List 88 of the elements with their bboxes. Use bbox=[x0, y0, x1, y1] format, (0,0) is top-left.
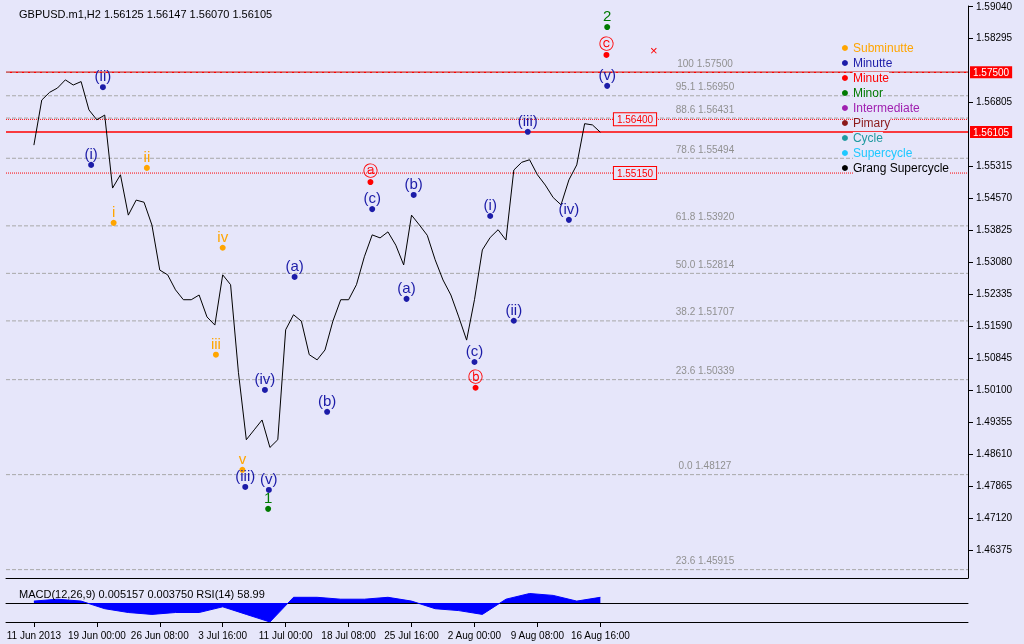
point bbox=[143, 164, 150, 171]
x-tick-label: 2 Aug 00:00 bbox=[447, 629, 502, 641]
data-label: (iv) bbox=[254, 369, 276, 387]
data-label: (iv) bbox=[558, 199, 580, 217]
y-tick-label: 1.56805 bbox=[976, 96, 1013, 108]
ref-line-label: 100 1.57500 bbox=[677, 57, 734, 69]
ref-line-label: 0.0 1.48127 bbox=[678, 460, 732, 472]
x-tick-label: 16 Aug 16:00 bbox=[570, 629, 631, 641]
y-tick-label: 1.55315 bbox=[976, 160, 1013, 172]
point bbox=[472, 384, 479, 391]
point bbox=[110, 219, 117, 226]
y-tick-label: 1.53080 bbox=[976, 256, 1013, 268]
legend-label: Pimary bbox=[852, 116, 891, 130]
point bbox=[212, 351, 219, 358]
ref-line-label: 1.56105 bbox=[973, 126, 1010, 138]
ref-line-label: 1.57500 bbox=[973, 66, 1010, 78]
y-tick-label: 1.46375 bbox=[976, 544, 1013, 556]
annotation: × bbox=[650, 43, 658, 58]
x-tick-label: 19 Jun 00:00 bbox=[67, 629, 127, 641]
ref-line-label: 50.0 1.52814 bbox=[675, 258, 735, 270]
data-label: (i) bbox=[483, 195, 497, 213]
y-tick-label: 1.51590 bbox=[976, 320, 1013, 332]
point bbox=[99, 84, 106, 91]
x-tick-label: 26 Jun 08:00 bbox=[130, 629, 190, 641]
ref-line-label: 61.8 1.53920 bbox=[675, 211, 735, 223]
y-tick-label: 1.52335 bbox=[976, 288, 1013, 300]
ref-line-label: 38.2 1.51707 bbox=[675, 306, 735, 318]
data-label: (v) bbox=[260, 469, 278, 487]
legend-label: Subminutte bbox=[852, 41, 914, 55]
data-label: ⓑ bbox=[468, 367, 484, 385]
x-tick-label: 3 Jul 16:00 bbox=[198, 629, 248, 641]
data-label: (a) bbox=[397, 278, 416, 296]
data-label: (b) bbox=[404, 174, 423, 192]
point bbox=[369, 206, 376, 213]
x-tick-label: 9 Aug 08:00 bbox=[510, 629, 565, 641]
data-label: (a) bbox=[285, 256, 304, 274]
legend-label: Minute bbox=[852, 71, 890, 85]
point bbox=[603, 51, 610, 58]
chart-title: MACD(12,26,9) 0.005157 0.003750 RSI(14) 58.99 bbox=[19, 587, 265, 600]
y-tick-label: 1.50100 bbox=[976, 384, 1013, 396]
y-tick-label: 1.59040 bbox=[976, 0, 1013, 12]
chart-title: GBPUSD.m1,H2 1.56125 1.56147 1.56070 1.56105 bbox=[19, 7, 273, 20]
y-tick-label: 1.47865 bbox=[976, 480, 1013, 492]
data-label: (c) bbox=[363, 189, 381, 207]
y-tick-label: 1.58295 bbox=[976, 32, 1013, 44]
data-label: iii bbox=[210, 334, 221, 352]
point bbox=[604, 24, 611, 31]
ref-line-label: 23.6 1.45915 bbox=[675, 555, 735, 567]
ref-line-label: 23.6 1.50339 bbox=[675, 365, 735, 377]
ref-line-label: 95.1 1.56950 bbox=[675, 81, 735, 93]
ref-line-label: 1.56400 bbox=[616, 113, 654, 125]
y-tick-label: 1.53825 bbox=[976, 224, 1013, 236]
legend-label: Intermediate bbox=[852, 101, 920, 115]
point bbox=[367, 179, 374, 186]
data-label: i bbox=[111, 202, 116, 220]
point bbox=[265, 505, 272, 512]
x-tick-label: 11 Jul 00:00 bbox=[258, 629, 313, 641]
x-tick-label: 18 Jul 08:00 bbox=[321, 629, 377, 641]
y-tick-label: 1.47120 bbox=[976, 512, 1013, 524]
data-label: (c) bbox=[465, 342, 484, 359]
data-label: (iii) bbox=[235, 466, 256, 484]
point bbox=[219, 244, 226, 251]
legend-label: Cycle bbox=[852, 131, 884, 145]
legend-label: Minutte bbox=[852, 56, 893, 70]
y-tick-label: 1.50845 bbox=[976, 352, 1013, 364]
ref-line-label: 88.6 1.56431 bbox=[675, 103, 735, 115]
data-label: ⓒ bbox=[598, 34, 614, 52]
data-label: iv bbox=[217, 227, 229, 245]
data-label: (iii) bbox=[517, 111, 538, 129]
data-label: v bbox=[238, 449, 247, 467]
legend-label: Supercycle bbox=[852, 146, 913, 160]
legend-label: Grang Supercycle bbox=[852, 161, 950, 175]
y-tick-label: 1.54570 bbox=[976, 192, 1013, 204]
data-label: 2 bbox=[602, 7, 612, 25]
point bbox=[471, 359, 478, 365]
data-label: (ii) bbox=[505, 300, 523, 318]
ref-line-label: 1.55150 bbox=[616, 167, 654, 179]
x-tick-label: 11 Jun 2013 bbox=[6, 629, 62, 641]
data-label: ⓐ bbox=[362, 162, 378, 180]
data-label: 1 bbox=[263, 488, 273, 506]
data-label: (i) bbox=[84, 144, 98, 162]
data-label: (b) bbox=[317, 391, 337, 409]
legend-label: Minor bbox=[852, 86, 883, 100]
y-tick-label: 1.49355 bbox=[976, 416, 1013, 428]
y-tick-label: 1.48610 bbox=[976, 448, 1013, 460]
x-tick-label: 25 Jul 16:00 bbox=[384, 629, 440, 641]
ref-line-label: 78.6 1.55494 bbox=[675, 143, 735, 155]
data-label: ii bbox=[143, 147, 151, 165]
